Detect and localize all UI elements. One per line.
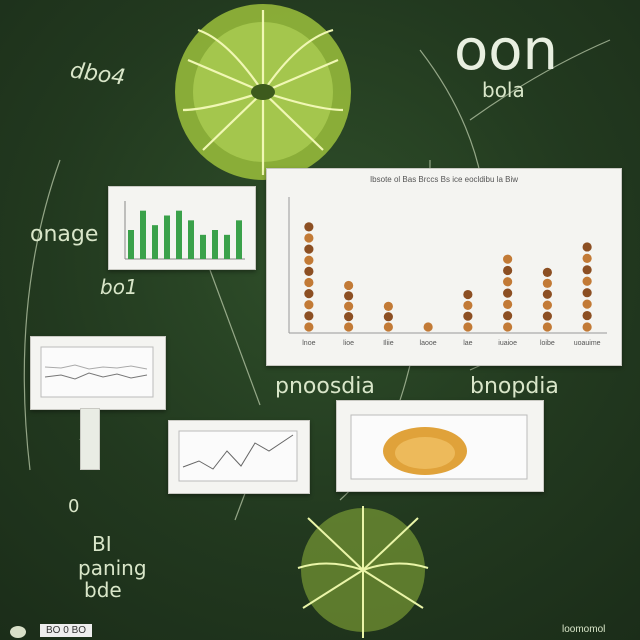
main-chart-bar-segment	[542, 311, 552, 321]
small-chart-bar	[128, 230, 134, 259]
main-chart-bar-segment	[383, 301, 393, 311]
main-chart-bar-segment	[582, 288, 592, 298]
main-chart-bar-segment	[582, 265, 592, 275]
small-bar-chart	[124, 201, 245, 260]
page-title: oon	[454, 18, 559, 83]
main-chart-bar-segment	[503, 322, 513, 332]
main-chart-bar-segment	[582, 322, 592, 332]
blob-chart-panel	[336, 400, 544, 492]
line-chart-panel-left	[30, 336, 166, 410]
main-chart-tick-label: uoauime	[574, 340, 601, 347]
footer-logo-icon	[10, 626, 26, 638]
main-chart-bar-segment	[503, 265, 513, 276]
main-chart-title: Ibsote ol Bas Brccs Bs ice eocldibu la B…	[369, 175, 519, 184]
main-chart-bar-segment	[344, 280, 354, 291]
bottom-left-line-1: BI	[92, 532, 112, 556]
main-chart-bar-segment	[344, 291, 354, 301]
small-chart-bar	[164, 215, 170, 259]
main-chart-bar-segment	[344, 312, 354, 322]
line-chart-middle	[178, 430, 298, 482]
main-chart-tick-label: iuaioe	[498, 340, 517, 347]
main-chart-tick-label: Iliie	[383, 340, 394, 347]
bottom-leaf-icon	[297, 506, 429, 638]
main-chart-bar-segment	[304, 322, 314, 332]
main-chart-bar-segment	[582, 253, 592, 263]
small-bar-chart-panel	[108, 186, 256, 270]
main-chart-bar-segment	[304, 233, 314, 243]
main-chart-bar-segment	[542, 278, 552, 288]
footer-left-text: BO 0 BO	[40, 624, 93, 637]
small-chart-bar	[236, 220, 242, 259]
main-chart-bar-segment	[463, 311, 473, 321]
main-chart-bar-segment	[542, 289, 552, 299]
top-leaf-icon	[175, 4, 351, 180]
small-chart-bar	[176, 210, 182, 259]
small-chart-bar	[200, 234, 206, 259]
bottom-left-line-2: paning	[78, 556, 147, 580]
main-chart-bar-segment	[304, 255, 314, 265]
main-bar-chart-panel: Ibsote ol Bas Brccs Bs ice eocldibu la B…	[266, 168, 622, 366]
main-chart-bar-segment	[304, 222, 314, 232]
main-chart-bar-segment	[304, 277, 314, 288]
main-chart-bar-segment	[304, 311, 314, 321]
small-chart-bar	[152, 225, 158, 259]
main-chart-bar-segment	[542, 267, 552, 277]
small-chart-bar	[140, 210, 146, 259]
bottom-left-line-3: bde	[84, 578, 122, 602]
main-chart-bar-segment	[503, 311, 513, 321]
main-bar-chart: lnoe lioe Iliie laooe lae iuaioe loibe uoauime	[288, 197, 607, 347]
main-chart-tick-label: lioe	[343, 340, 354, 347]
main-chart-bar-segment	[582, 310, 592, 321]
left-label: onage	[30, 222, 99, 247]
main-chart-bar-segment	[463, 300, 473, 310]
main-chart-bar-segment	[423, 322, 433, 332]
prose-label-right: bnopdia	[470, 374, 559, 399]
main-chart-bar-segment	[344, 322, 354, 332]
small-chart-bar	[212, 230, 218, 259]
main-chart-tick-label: lae	[463, 340, 472, 347]
main-chart-bar-segment	[542, 300, 552, 310]
small-chart-bar	[224, 234, 230, 259]
main-chart-bar-segment	[503, 254, 513, 264]
blob-chart	[350, 414, 528, 480]
left-mid-label: bo1	[100, 275, 138, 299]
main-chart-bar-segment	[582, 242, 592, 252]
main-chart-bar-segment	[344, 301, 354, 311]
main-chart-tick-label: laooe	[420, 340, 437, 347]
tag-card	[80, 408, 100, 470]
main-chart-bar-segment	[304, 289, 314, 299]
main-chart-bar-segment	[582, 299, 592, 309]
small-chart-bar	[188, 220, 194, 259]
main-chart-tick-label: lnoe	[302, 340, 315, 347]
main-chart-bar-segment	[383, 312, 393, 322]
line-chart-panel-middle	[168, 420, 310, 494]
main-chart-bar-segment	[503, 288, 513, 298]
main-chart-bar-segment	[304, 244, 314, 254]
subtitle: bola	[482, 78, 525, 102]
prose-label-left: pnoosdia	[275, 374, 375, 399]
main-chart-bar-segment	[304, 266, 314, 276]
main-chart-bar-segment	[463, 322, 473, 332]
main-chart-bar-segment	[503, 299, 513, 309]
main-chart-bar-segment	[463, 289, 473, 300]
main-chart-bar-segment	[503, 277, 513, 287]
main-chart-bar-segment	[582, 276, 592, 286]
main-chart-tick-label: loibe	[540, 340, 555, 347]
bottom-left-number: 0	[68, 496, 80, 517]
main-chart-bar-segment	[383, 322, 393, 332]
main-chart-bar-segment	[304, 300, 314, 310]
footer-right-text: loomomol	[562, 624, 606, 635]
main-chart-bar-segment	[542, 322, 552, 332]
line-chart-left	[40, 346, 154, 398]
